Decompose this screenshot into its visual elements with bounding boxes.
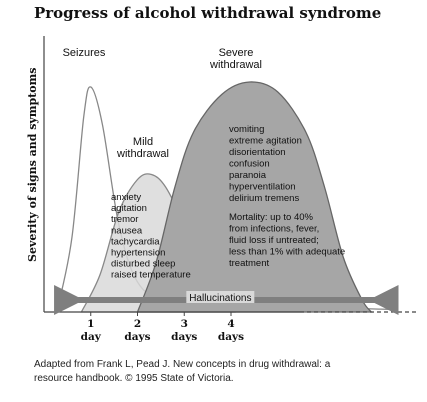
severe-symptoms-list: vomiting extreme agitation disorientation c… <box>229 124 302 204</box>
x-tick-unit-1: day <box>81 331 102 343</box>
x-tick-number-4: 4 <box>227 318 234 330</box>
mortality-note: Mortality: up to 40% from infections, fev… <box>229 212 345 269</box>
caption-line-2: resource handbook. © 1995 State of Victo… <box>34 373 234 384</box>
x-tick-unit-4: days <box>218 331 244 343</box>
y-axis-label: Severity of signs and symptoms <box>26 68 39 262</box>
series-label-severe: Severe withdrawal <box>209 47 262 71</box>
mild-symptoms-list: anxiety agitation tremor nausea tachycardia h… <box>111 192 191 281</box>
series-severe <box>136 81 373 313</box>
source-caption: Adapted from Frank L, Pead J. New concep… <box>34 358 330 386</box>
series-label-mild: Mild withdrawal <box>116 136 169 160</box>
hallucinations-label: Hallucinations <box>189 293 251 304</box>
chart-title: Progress of alcohol withdrawal syndrome <box>34 4 382 22</box>
series-label-seizures: Seizures <box>63 47 106 59</box>
x-tick-unit-3: days <box>171 331 197 343</box>
x-tick-number-1: 1 <box>87 318 94 330</box>
x-tick-unit-2: days <box>124 331 150 343</box>
caption-line-1: Adapted from Frank L, Pead J. New concep… <box>34 359 331 370</box>
hallucinations-label-bg <box>186 291 255 303</box>
x-tick-number-3: 3 <box>181 318 188 330</box>
x-tick-number-2: 2 <box>134 318 141 330</box>
